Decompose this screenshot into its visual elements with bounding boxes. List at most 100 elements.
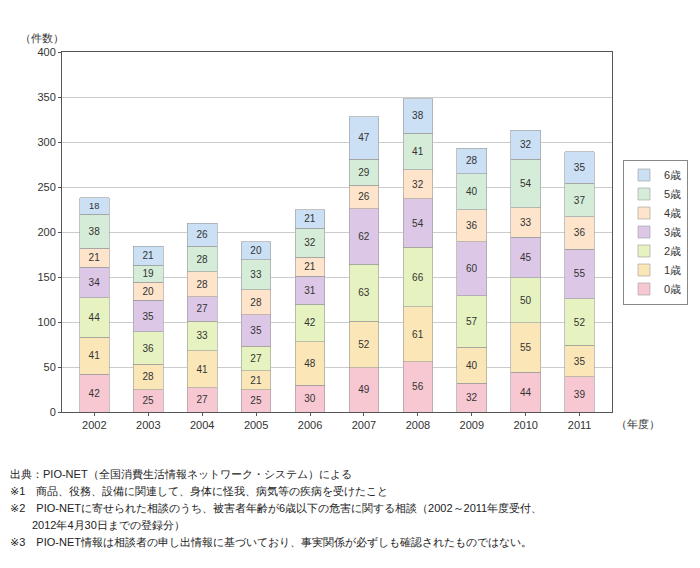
svg-text:※2 PIO-NETに寄せられた相談のうち、被害者年齢が6歳: ※2 PIO-NETに寄せられた相談のうち、被害者年齢が6歳以下の危害に関する相…	[10, 502, 542, 515]
svg-text:54: 54	[520, 178, 532, 189]
svg-text:60: 60	[466, 263, 478, 274]
svg-text:57: 57	[466, 316, 478, 327]
svg-text:100: 100	[37, 316, 55, 328]
svg-text:21: 21	[250, 375, 262, 386]
svg-text:26: 26	[196, 229, 208, 240]
svg-text:20: 20	[142, 286, 154, 297]
svg-text:40: 40	[466, 186, 478, 197]
svg-text:52: 52	[574, 317, 586, 328]
svg-text:32: 32	[412, 179, 424, 190]
svg-text:41: 41	[89, 350, 101, 361]
svg-text:41: 41	[412, 146, 424, 157]
svg-text:2003: 2003	[136, 419, 160, 431]
svg-text:31: 31	[304, 285, 316, 296]
svg-text:36: 36	[142, 343, 154, 354]
svg-text:50: 50	[44, 361, 56, 373]
svg-text:250: 250	[37, 181, 55, 193]
svg-text:56: 56	[412, 381, 424, 392]
svg-text:39: 39	[574, 389, 586, 400]
svg-text:28: 28	[196, 254, 208, 265]
svg-text:41: 41	[196, 364, 208, 375]
svg-text:35: 35	[250, 325, 262, 336]
svg-text:2010: 2010	[513, 419, 537, 431]
svg-text:42: 42	[89, 388, 101, 399]
svg-text:47: 47	[358, 132, 370, 143]
svg-text:21: 21	[304, 261, 316, 272]
svg-text:19: 19	[142, 268, 154, 279]
svg-text:18: 18	[89, 201, 99, 211]
svg-text:2009: 2009	[460, 419, 484, 431]
svg-text:34: 34	[89, 277, 101, 288]
svg-text:出典：PIO-NET（全国消費生活情報ネットワーク・システム: 出典：PIO-NET（全国消費生活情報ネットワーク・システム）による	[10, 468, 352, 480]
svg-text:36: 36	[574, 227, 586, 238]
svg-text:2008: 2008	[406, 419, 430, 431]
svg-text:28: 28	[250, 297, 262, 308]
svg-text:28: 28	[466, 155, 478, 166]
svg-text:4歳: 4歳	[664, 207, 681, 219]
svg-text:55: 55	[574, 268, 586, 279]
svg-text:33: 33	[250, 269, 262, 280]
svg-text:2004: 2004	[190, 419, 214, 431]
svg-text:37: 37	[574, 195, 586, 206]
svg-text:35: 35	[142, 311, 154, 322]
svg-text:2006: 2006	[298, 419, 322, 431]
svg-text:21: 21	[142, 250, 154, 261]
svg-text:25: 25	[142, 395, 154, 406]
svg-text:28: 28	[142, 371, 154, 382]
svg-text:0: 0	[50, 406, 56, 418]
svg-text:5歳: 5歳	[664, 188, 681, 200]
svg-text:35: 35	[574, 162, 586, 173]
svg-text:2007: 2007	[352, 419, 376, 431]
svg-text:38: 38	[412, 110, 424, 121]
svg-text:32: 32	[520, 139, 532, 150]
svg-text:61: 61	[412, 329, 424, 340]
svg-text:28: 28	[196, 279, 208, 290]
svg-text:48: 48	[304, 358, 316, 369]
svg-text:2011: 2011	[568, 419, 592, 431]
svg-text:20: 20	[250, 245, 262, 256]
svg-text:27: 27	[250, 353, 262, 364]
svg-text:2005: 2005	[244, 419, 268, 431]
svg-text:32: 32	[304, 237, 316, 248]
svg-text:0歳: 0歳	[664, 283, 681, 295]
svg-text:52: 52	[358, 339, 370, 350]
svg-text:400: 400	[37, 46, 55, 58]
svg-text:54: 54	[412, 218, 424, 229]
svg-text:26: 26	[358, 191, 370, 202]
svg-text:49: 49	[358, 384, 370, 395]
svg-text:36: 36	[466, 220, 478, 231]
svg-text:35: 35	[574, 356, 586, 367]
svg-text:30: 30	[304, 393, 316, 404]
svg-text:200: 200	[37, 226, 55, 238]
svg-text:2002: 2002	[82, 419, 106, 431]
svg-text:44: 44	[520, 387, 532, 398]
svg-text:350: 350	[37, 91, 55, 103]
svg-text:300: 300	[37, 136, 55, 148]
svg-text:21: 21	[304, 213, 316, 224]
svg-text:2歳: 2歳	[664, 245, 681, 257]
svg-text:27: 27	[196, 303, 208, 314]
svg-text:25: 25	[250, 395, 262, 406]
svg-text:（年度）: （年度）	[616, 418, 660, 430]
svg-text:33: 33	[520, 217, 532, 228]
svg-text:21: 21	[89, 252, 101, 263]
svg-text:50: 50	[520, 295, 532, 306]
svg-text:44: 44	[89, 312, 101, 323]
svg-text:32: 32	[466, 392, 478, 403]
svg-text:（件数）: （件数）	[20, 32, 64, 44]
svg-text:6歳: 6歳	[664, 169, 681, 181]
svg-text:55: 55	[520, 342, 532, 353]
svg-text:29: 29	[358, 167, 370, 178]
svg-text:150: 150	[37, 271, 55, 283]
svg-text:※3 PIO-NET情報は相談者の申し出情報に基づいており、: ※3 PIO-NET情報は相談者の申し出情報に基づいており、事実関係が必ずしも確…	[10, 536, 532, 549]
svg-text:63: 63	[358, 287, 370, 298]
svg-text:40: 40	[466, 360, 478, 371]
svg-text:38: 38	[89, 226, 101, 237]
svg-text:27: 27	[196, 394, 208, 405]
svg-text:62: 62	[358, 231, 370, 242]
svg-text:※1 商品、役務、設備に関連して、身体に怪我、病気等の疾病を: ※1 商品、役務、設備に関連して、身体に怪我、病気等の疾病を受けたこと	[10, 485, 388, 498]
svg-text:1歳: 1歳	[664, 264, 681, 276]
svg-text:45: 45	[520, 252, 532, 263]
svg-text:2012年4月30日までの登録分）: 2012年4月30日までの登録分）	[10, 519, 185, 531]
svg-text:66: 66	[412, 272, 424, 283]
